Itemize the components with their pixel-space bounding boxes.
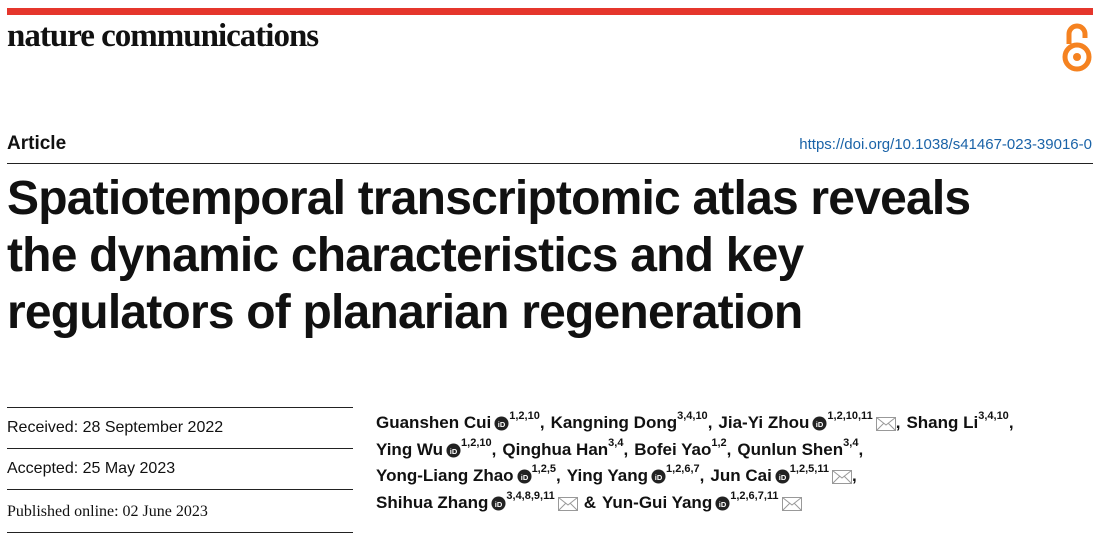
svg-text:iD: iD (719, 499, 727, 508)
affiliations: 1,2,6,7 (666, 463, 700, 475)
affiliations: 3,4,10 (978, 410, 1009, 422)
top-bar (7, 8, 1093, 15)
article-type: Article (7, 133, 67, 154)
authors: Guanshen Cui iD 1,2,10, Kangning Dong3,4,10… (376, 410, 1020, 520)
affiliations: 1,2,5 (531, 463, 557, 475)
author-name[interactable]: Shang Li (906, 413, 979, 432)
author-name[interactable]: Jia-Yi Zhou (718, 413, 810, 432)
author-name[interactable]: Yun-Gui Yang (602, 492, 713, 512)
affiliations: 3,4,10 (677, 410, 708, 422)
orcid-icon[interactable]: iD (648, 466, 666, 485)
svg-text:iD: iD (520, 473, 528, 482)
author-name[interactable]: Yong-Liang Zhao (376, 466, 514, 485)
author: Yong-Liang Zhao iD 1,2,5, (376, 463, 567, 486)
orcid-icon[interactable]: iD (491, 413, 509, 432)
separator: , (491, 439, 497, 459)
article-title: Spatiotemporal transcriptomic atlas reve… (7, 170, 971, 341)
separator: , (895, 413, 901, 432)
orcid-icon[interactable]: iD (488, 493, 506, 512)
separator: , (623, 439, 629, 459)
affiliations: 1,2 (711, 436, 727, 449)
orcid-icon[interactable]: iD (772, 466, 790, 485)
separator: , (1008, 413, 1014, 432)
affiliations: 1,2,10 (461, 436, 492, 449)
date: Published online: 02 June 2023 (7, 489, 353, 533)
author-line: Ying Wu iD 1,2,10, Qinghua Han3,4, Bofei Yao… (376, 436, 1020, 467)
title-line: the dynamic characteristics and key (7, 229, 804, 282)
author-name[interactable]: Bofei Yao (634, 439, 712, 459)
orcid-icon[interactable]: iD (514, 466, 532, 485)
mail-icon[interactable] (779, 493, 802, 512)
separator: , (726, 439, 732, 459)
date: Received: 28 September 2022 (7, 407, 353, 448)
author-name[interactable]: Qunlun Shen (737, 439, 844, 459)
author-line: Shihua Zhang iD 3,4,8,9,11 & Yun-Gui Yang iD 1… (376, 489, 1020, 520)
svg-text:iD: iD (498, 420, 506, 429)
open-access-icon (1062, 23, 1092, 72)
separator: , (556, 466, 561, 485)
svg-text:iD: iD (450, 446, 458, 455)
orcid-icon[interactable]: iD (443, 440, 461, 459)
affiliations: 3,4 (608, 436, 624, 449)
author-name[interactable]: Shihua Zhang (376, 492, 489, 512)
affiliations: 1,2,5,11 (789, 463, 829, 475)
author: Ying Wu iD 1,2,10, (376, 436, 502, 459)
author: Shihua Zhang iD 3,4,8,9,11 & (376, 489, 602, 512)
author: Ying Yang iD 1,2,6,7, (566, 463, 711, 486)
affiliations: 3,4 (843, 436, 859, 449)
author: Yun-Gui Yang iD 1,2,6,7,11 (602, 489, 802, 512)
author: Jun Cai iD 1,2,5,11, (710, 463, 862, 486)
svg-text:iD: iD (495, 499, 503, 508)
author: Qinghua Han3,4, (502, 436, 634, 459)
affiliations: 1,2,10 (509, 410, 540, 422)
author-name[interactable]: Kangning Dong (550, 413, 678, 432)
author-name[interactable]: Guanshen Cui (376, 413, 492, 432)
svg-text:iD: iD (816, 420, 824, 429)
journal-name: nature communications (7, 18, 319, 54)
author: Bofei Yao1,2, (634, 436, 737, 459)
author: Shang Li3,4,10, (906, 410, 1019, 433)
doi-link[interactable]: https://doi.org/10.1038/s41467-023-39016… (799, 136, 1092, 153)
separator: , (539, 413, 545, 432)
title-line: Spatiotemporal transcriptomic atlas reve… (7, 172, 971, 225)
author: Jia-Yi Zhou iD 1,2,10,11, (718, 410, 906, 433)
svg-text:iD: iD (779, 473, 787, 482)
mail-icon[interactable] (555, 493, 578, 512)
svg-text:iD: iD (655, 473, 663, 482)
author-line: Guanshen Cui iD 1,2,10, Kangning Dong3,4,10… (376, 410, 1020, 440)
orcid-icon[interactable]: iD (809, 413, 827, 432)
orcid-icon[interactable]: iD (712, 493, 730, 512)
dates: Received: 28 September 2022 Accepted: 25 … (7, 407, 353, 533)
mail-icon[interactable] (873, 413, 896, 432)
title-line: regulators of planarian regeneration (7, 286, 803, 339)
mail-icon[interactable] (829, 466, 852, 485)
author-name[interactable]: Jun Cai (710, 466, 772, 485)
author: Qunlun Shen3,4, (737, 436, 869, 459)
affiliations: 3,4,8,9,11 (506, 489, 555, 502)
separator: , (851, 466, 857, 485)
separator: , (699, 466, 705, 485)
affiliations: 1,2,10,11 (827, 410, 873, 422)
author: Guanshen Cui iD 1,2,10, (376, 410, 551, 433)
affiliations: 1,2,6,7,11 (730, 489, 779, 502)
date: Accepted: 25 May 2023 (7, 448, 353, 489)
author-name[interactable]: Ying Wu (376, 439, 444, 459)
separator: & (583, 492, 596, 512)
author-name[interactable]: Ying Yang (566, 466, 649, 485)
author-line: Yong-Liang Zhao iD 1,2,5, Ying Yang iD 1,2,6,… (376, 463, 1020, 493)
author-name[interactable]: Qinghua Han (502, 439, 609, 459)
author: Kangning Dong3,4,10, (550, 410, 719, 433)
rule (7, 163, 1093, 164)
separator: , (858, 439, 864, 459)
separator: , (707, 413, 713, 432)
